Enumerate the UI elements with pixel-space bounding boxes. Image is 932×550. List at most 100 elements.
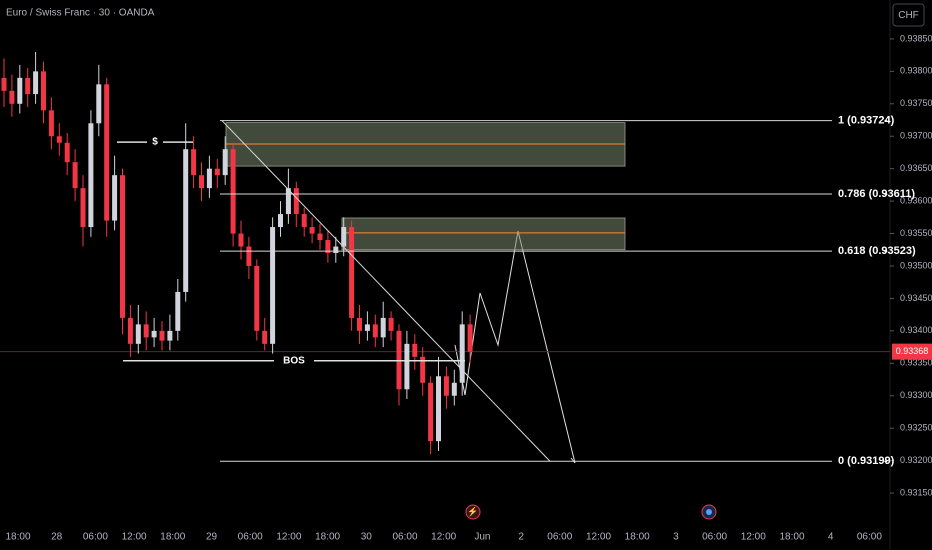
- x-tick-label: 18:00: [625, 532, 650, 543]
- candle-body: [364, 324, 370, 331]
- current-price-label: 0.93368: [896, 346, 929, 356]
- candle-body: [467, 324, 473, 352]
- candle-body: [159, 330, 165, 341]
- candle-body: [420, 356, 426, 383]
- candle-body: [120, 175, 125, 318]
- y-tick-label: 0.93150: [900, 487, 932, 497]
- candle-body: [222, 149, 228, 176]
- fib-label: 0.618 (0.93523): [838, 245, 916, 257]
- x-tick-label: 4: [828, 532, 834, 543]
- candle-body: [285, 188, 291, 215]
- candle-body: [167, 330, 173, 341]
- order-block: [341, 217, 626, 251]
- candle-body: [404, 343, 410, 390]
- x-tick-label: 12:00: [276, 532, 301, 543]
- y-tick-label: 0.93500: [900, 260, 932, 270]
- x-tick-label: 18:00: [160, 532, 185, 543]
- candle-body: [72, 162, 78, 189]
- fib-label: 0.786 (0.93611): [838, 188, 915, 200]
- annotation-label: $: [152, 137, 158, 148]
- y-tick-label: 0.93250: [900, 423, 932, 433]
- y-tick-label: 0.93300: [900, 390, 932, 400]
- x-tick-label: 2: [518, 532, 524, 543]
- x-tick-label: 06:00: [547, 532, 572, 543]
- x-tick-label: 12:00: [431, 532, 456, 543]
- candle-body: [17, 77, 23, 104]
- candle-body: [412, 343, 418, 357]
- y-tick-label: 0.93650: [900, 163, 932, 173]
- candle-body: [254, 265, 260, 331]
- candle-body: [230, 149, 236, 234]
- y-tick-label: 0.93200: [900, 455, 932, 465]
- candle-body: [112, 175, 118, 221]
- candle-body: [1, 77, 7, 91]
- fib-label-dash: -: [884, 455, 888, 467]
- candle-body: [64, 142, 70, 163]
- candle-body: [56, 136, 62, 143]
- x-tick-label: 06:00: [392, 532, 417, 543]
- x-tick-label: 29: [206, 532, 218, 543]
- candle-body: [380, 317, 386, 338]
- y-tick-label: 0.93700: [900, 131, 932, 141]
- candle-body: [238, 233, 244, 247]
- x-tick-label: 06:00: [83, 532, 108, 543]
- x-tick-label: 06:00: [702, 532, 727, 543]
- candle-body: [214, 168, 220, 176]
- y-tick-label: 0.93450: [900, 293, 932, 303]
- x-tick-label: 18:00: [779, 532, 804, 543]
- candle-body: [301, 214, 307, 228]
- candle-body: [25, 77, 31, 95]
- y-tick-label: 0.93800: [900, 66, 932, 76]
- x-tick-label: 06:00: [238, 532, 263, 543]
- candle-body: [199, 175, 204, 189]
- x-tick-label: 12:00: [586, 532, 611, 543]
- currency-button[interactable]: [892, 3, 925, 27]
- candle-body: [80, 188, 86, 228]
- candle-body: [349, 227, 355, 318]
- candle-body: [96, 84, 102, 124]
- y-tick-label: 0.93750: [900, 98, 932, 108]
- x-tick-label: 18:00: [315, 532, 340, 543]
- x-tick-label: 12:00: [741, 532, 766, 543]
- candle-body: [151, 330, 157, 338]
- event-icon[interactable]: [465, 504, 481, 520]
- x-tick-label: 3: [673, 532, 679, 543]
- fib-label-dash: -: [884, 245, 888, 257]
- candle-body: [143, 324, 149, 338]
- x-tick-label: 06:00: [857, 532, 882, 543]
- x-tick-label: 30: [361, 532, 373, 543]
- candle-body: [175, 291, 181, 331]
- candle-body: [9, 90, 15, 104]
- candle-body: [388, 317, 394, 331]
- candle-body: [333, 246, 339, 254]
- currency-label: CHF: [898, 10, 919, 21]
- x-tick-label: 28: [51, 532, 63, 543]
- current-price-badge: [892, 343, 932, 360]
- trend-line: [221, 120, 551, 462]
- fib-label: 0 (0.93199): [838, 455, 895, 467]
- candle-body: [246, 246, 252, 266]
- fib-label-dash: -: [884, 188, 888, 200]
- candle-body: [293, 188, 299, 215]
- candle-body: [317, 233, 323, 241]
- y-tick-label: 0.93400: [900, 325, 932, 335]
- candle-body: [135, 324, 141, 344]
- candle-body: [33, 71, 39, 95]
- candle-body: [451, 382, 457, 396]
- candle-body: [48, 110, 54, 137]
- candle-body: [357, 317, 362, 331]
- candle-body: [443, 376, 449, 396]
- candle-body: [270, 227, 276, 344]
- y-tick-label: 0.93600: [900, 195, 932, 205]
- candle-body: [183, 149, 189, 292]
- y-tick-label: 0.93550: [900, 228, 932, 238]
- candle-body: [459, 324, 465, 383]
- x-tick-label: 18:00: [5, 532, 30, 543]
- candle-body: [191, 149, 197, 176]
- x-tick-label: Jun: [474, 532, 490, 543]
- candle-body: [41, 71, 46, 111]
- annotation-label: BOS: [283, 355, 305, 366]
- y-tick-label: 0.93350: [900, 358, 932, 368]
